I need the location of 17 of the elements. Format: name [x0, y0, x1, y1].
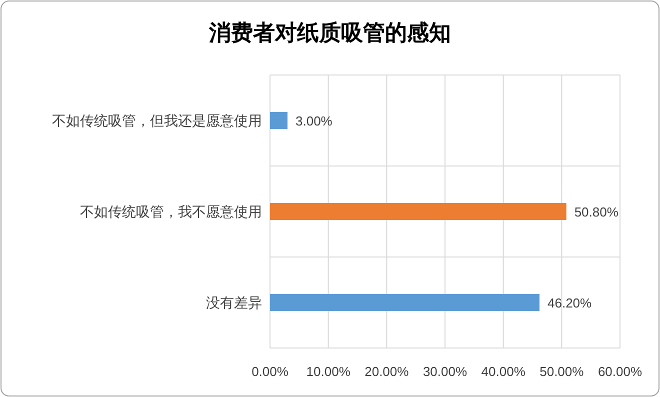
x-tick-label: 10.00%	[306, 364, 351, 379]
x-tick-label: 50.00%	[540, 364, 584, 379]
x-tick-label: 0.00%	[252, 364, 289, 379]
x-tick-label: 30.00%	[422, 364, 468, 379]
data-label: 3.00%	[296, 114, 333, 128]
bar	[270, 203, 566, 220]
data-label: 50.80%	[574, 204, 619, 220]
x-tick-label: 20.00%	[364, 364, 410, 379]
bar	[270, 294, 540, 311]
bar	[270, 112, 288, 129]
y-tick-label: 不如传统吸管，我不愿意使用	[80, 204, 262, 220]
chart-title: 消费者对纸质吸管的感知	[208, 20, 451, 45]
data-label: 46.20%	[548, 296, 592, 310]
x-tick-label: 40.00%	[481, 364, 526, 379]
y-tick-label: 没有差异	[206, 294, 262, 310]
x-tick-label: 60.00%	[598, 364, 642, 379]
y-tick-label: 不如传统吸管，但我还是愿意使用	[52, 112, 262, 128]
